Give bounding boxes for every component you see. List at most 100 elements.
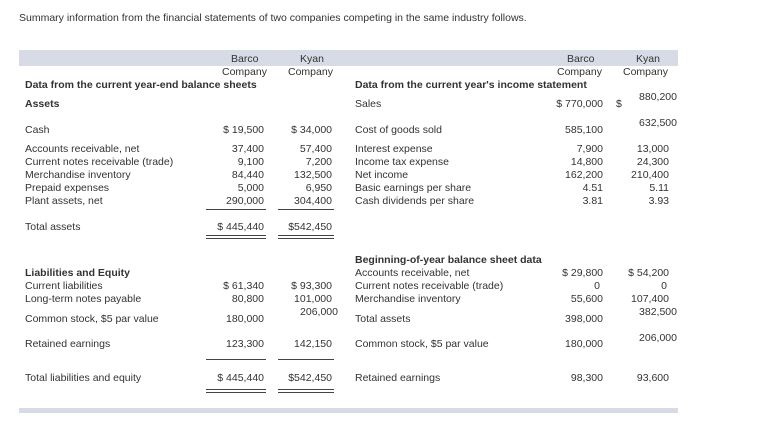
dbl-rule-a1-kyan	[278, 235, 334, 236]
tax-kyan: 24,300	[636, 156, 669, 168]
rule-le-barco	[206, 359, 266, 360]
beg-total-kyan: 382,500	[639, 306, 677, 318]
cur-liab-label: Current liabilities	[25, 280, 103, 292]
beg-inventory-label: Merchandise inventory	[355, 293, 461, 305]
liabilities-heading: Liabilities and Equity	[25, 267, 131, 279]
cash-kyan: $ 34,000	[291, 124, 332, 136]
assets-heading: Assets	[25, 98, 60, 110]
cash-label: Cash	[25, 124, 50, 136]
beg-inventory-kyan: 107,400	[631, 293, 669, 305]
total-le-label: Total liabilities and equity	[25, 372, 142, 384]
lt-notes-kyan: 101,000	[294, 293, 332, 305]
sales-kyan: 880,200	[639, 91, 677, 103]
plant-label: Plant assets, net	[25, 195, 103, 207]
right-col-barco-line1: Barco	[567, 53, 595, 65]
plant-barco: 290,000	[226, 195, 264, 207]
total-assets-label: Total assets	[25, 221, 81, 233]
common-barco: 180,000	[226, 313, 264, 325]
eps-kyan: 5.11	[649, 182, 669, 194]
right-col-barco-line2: Company	[557, 66, 602, 78]
prepaid-barco: 5,000	[237, 182, 264, 194]
lt-notes-barco: 80,800	[231, 293, 264, 305]
tax-label: Income tax expense	[355, 156, 449, 168]
sales-label: Sales	[355, 98, 382, 110]
income-statement-title: Data from the current year's income stat…	[355, 79, 587, 91]
rule-assets-barco	[206, 209, 266, 210]
beg-retained-kyan: 93,600	[636, 372, 669, 384]
beg-total-barco: 398,000	[565, 313, 603, 325]
cogs-barco: 585,100	[565, 124, 603, 136]
intro-text: Summary information from the financial s…	[19, 12, 527, 24]
beg-ar-label: Accounts receivable, net	[355, 267, 470, 279]
beg-notes-kyan: 0	[661, 280, 667, 292]
prepaid-kyan: 6,950	[305, 182, 332, 194]
right-col-kyan-line2: Company	[623, 66, 668, 78]
net-income-barco: 162,200	[565, 169, 603, 181]
ar-kyan: 57,400	[299, 143, 332, 155]
interest-label: Interest expense	[355, 143, 433, 155]
cash-barco: $ 19,500	[223, 124, 264, 136]
sales-kyan-sign: $	[616, 98, 622, 110]
beg-retained-label: Retained earnings	[355, 372, 441, 384]
right-col-kyan-line1: Kyan	[636, 53, 660, 65]
eps-barco: 4.51	[582, 182, 603, 194]
total-le-kyan: $542,450	[288, 372, 332, 384]
left-col-kyan-line2: Company	[288, 66, 333, 78]
retained-label: Retained earnings	[25, 338, 111, 350]
interest-barco: 7,900	[576, 143, 603, 155]
dbl-rule-a2-kyan	[278, 238, 334, 239]
beg-total-label: Total assets	[355, 313, 411, 325]
rule-le-kyan	[278, 359, 334, 360]
beg-common-kyan: 206,000	[639, 332, 677, 344]
dbl-rule-le2-barco	[206, 392, 266, 393]
net-income-kyan: 210,400	[631, 169, 669, 181]
notes-kyan: 7,200	[305, 156, 332, 168]
total-assets-barco: $ 445,440	[217, 221, 264, 233]
notes-label: Current notes receivable (trade)	[25, 156, 174, 168]
beg-common-barco: 180,000	[565, 338, 603, 350]
rule-assets-kyan	[278, 209, 334, 210]
beg-retained-barco: 98,300	[570, 372, 603, 384]
inventory-label: Merchandise inventory	[25, 169, 131, 181]
header-bar	[19, 50, 678, 66]
dbl-rule-a1-barco	[206, 235, 266, 236]
total-le-barco: $ 445,440	[217, 372, 264, 384]
left-col-barco-line2: Company	[222, 66, 267, 78]
cur-liab-barco: $ 61,340	[223, 280, 264, 292]
tax-barco: 14,800	[570, 156, 603, 168]
footer-bar	[19, 408, 678, 413]
ar-barco: 37,400	[231, 143, 264, 155]
beg-notes-label: Current notes receivable (trade)	[355, 280, 504, 292]
inventory-kyan: 132,500	[294, 169, 332, 181]
interest-kyan: 13,000	[636, 143, 669, 155]
cogs-label: Cost of goods sold	[355, 124, 442, 136]
beg-ar-barco: $ 29,800	[562, 267, 603, 279]
dbl-rule-le1-barco	[206, 389, 266, 390]
left-col-barco-line1: Barco	[231, 53, 259, 65]
beg-inventory-barco: 55,600	[570, 293, 603, 305]
notes-barco: 9,100	[237, 156, 264, 168]
dbl-rule-le1-kyan	[278, 389, 334, 390]
common-kyan: 206,000	[300, 306, 338, 318]
dividends-kyan: 3.93	[648, 195, 669, 207]
beginning-data-title: Beginning-of-year balance sheet data	[355, 254, 542, 266]
lt-notes-label: Long-term notes payable	[25, 293, 142, 305]
left-col-kyan-line1: Kyan	[300, 53, 324, 65]
dbl-rule-a2-barco	[206, 238, 266, 239]
total-assets-kyan: $542,450	[288, 221, 332, 233]
beg-common-label: Common stock, $5 par value	[355, 338, 489, 350]
beg-ar-kyan: $ 54,200	[628, 267, 669, 279]
ar-label: Accounts receivable, net	[25, 143, 140, 155]
retained-barco: 123,300	[226, 338, 264, 350]
prepaid-label: Prepaid expenses	[25, 182, 110, 194]
sales-barco: $ 770,000	[556, 98, 603, 110]
dividends-barco: 3.81	[582, 195, 603, 207]
common-label: Common stock, $5 par value	[25, 313, 159, 325]
balance-sheet-title: Data from the current year-end balance s…	[25, 79, 257, 91]
beg-notes-barco: 0	[594, 280, 600, 292]
retained-kyan: 142,150	[294, 338, 332, 350]
cogs-kyan: 632,500	[639, 117, 677, 129]
dbl-rule-le2-kyan	[278, 392, 334, 393]
cur-liab-kyan: $ 93,300	[291, 280, 332, 292]
dividends-label: Cash dividends per share	[355, 195, 475, 207]
